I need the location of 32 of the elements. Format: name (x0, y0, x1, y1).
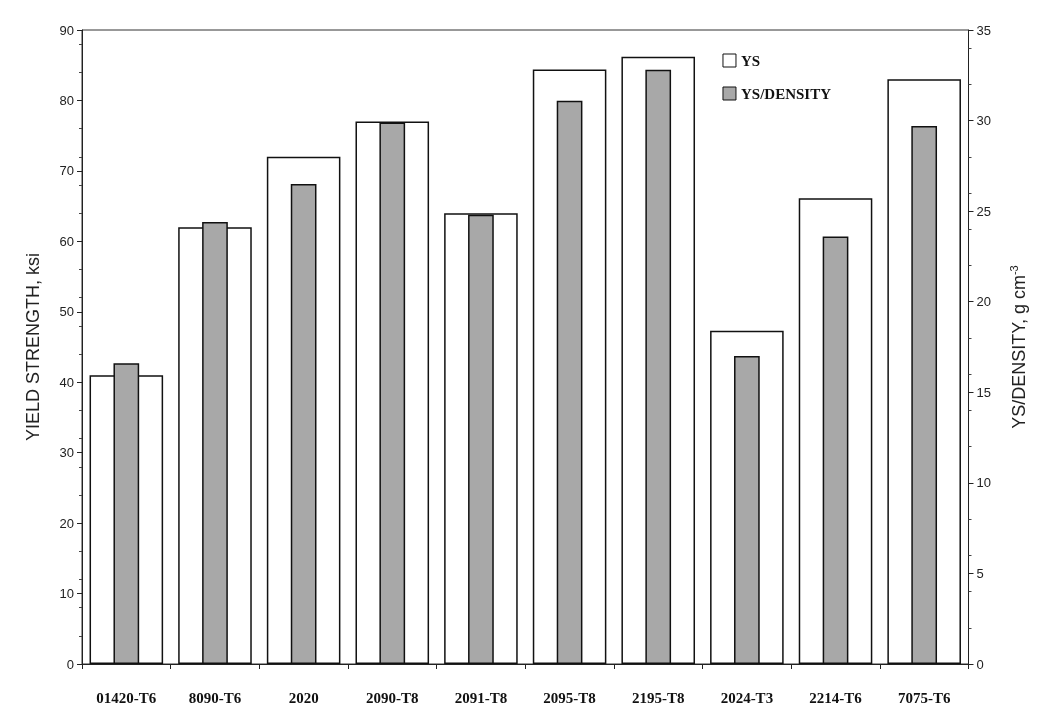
y2-tick-label: 5 (976, 565, 984, 581)
x-tick-label: 2214-T6 (809, 689, 863, 706)
x-tick-label: 2091-T8 (454, 689, 508, 706)
x-tick-label: 2195-T8 (631, 689, 685, 706)
x-tick-label: 8090-T6 (188, 689, 242, 706)
x-tick-label: 2090-T8 (366, 689, 419, 706)
legend-label: YS/DENSITY (740, 85, 832, 102)
y2-axis-title: YS/DENSITY, g cm-3 (1008, 265, 1029, 429)
y-axis-title: YIELD STRENGTH, ksi (23, 252, 43, 442)
y-tick-label: 30 (59, 445, 74, 461)
y-tick-label: 50 (59, 304, 74, 320)
x-tick-label: 2095-T8 (543, 689, 596, 706)
x-tick-label: 01420-T6 (96, 689, 157, 706)
y2-tick-label: 0 (976, 656, 984, 672)
y-tick-label: 70 (59, 163, 74, 179)
y2-tick-label: 35 (976, 22, 991, 38)
y-tick-label: 0 (66, 656, 74, 672)
y-tick-label: 60 (59, 233, 74, 249)
y2-tick-label: 25 (976, 203, 991, 219)
y-tick-label: 80 (59, 92, 74, 108)
y-tick-label: 40 (59, 374, 74, 390)
x-tick-label: 2024-T3 (720, 689, 774, 706)
x-tick-label: 2020 (288, 689, 319, 706)
y-tick-label: 10 (59, 586, 74, 602)
legend-label: YS (740, 52, 761, 69)
y2-tick-label: 30 (976, 113, 991, 129)
y2-tick-label: 15 (976, 384, 991, 400)
y-tick-label: 20 (59, 515, 74, 531)
y2-tick-label: 20 (976, 294, 991, 310)
x-tick-label: 7075-T6 (897, 689, 951, 706)
y-tick-label: 90 (59, 22, 74, 38)
y2-tick-label: 10 (976, 475, 991, 491)
